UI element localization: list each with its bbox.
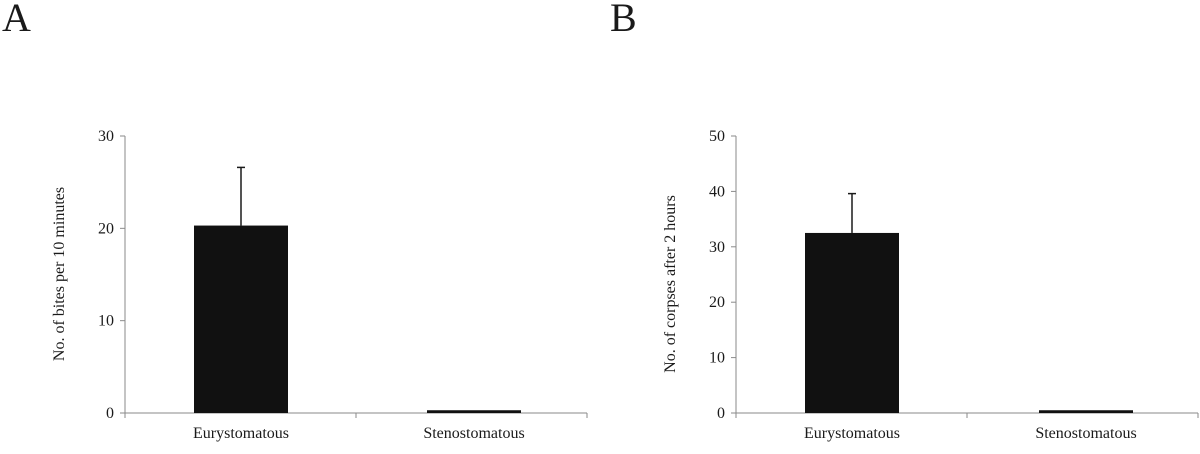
y-axis-label: No. of bites per 10 minutes — [51, 187, 68, 361]
y-tick-label: 50 — [709, 128, 725, 145]
bar-eurystomatous — [805, 232, 899, 413]
y-tick-label: 30 — [709, 239, 725, 256]
bar-stenostomatous — [427, 410, 521, 413]
y-tick-label: 20 — [98, 220, 114, 237]
panel-letter-a: A — [2, 0, 31, 40]
x-category-label: Eurystomatous — [193, 425, 289, 442]
x-category-label: Eurystomatous — [804, 425, 900, 442]
y-axis-label: No. of corpses after 2 hours — [662, 195, 679, 373]
y-tick-label: 10 — [709, 350, 725, 367]
y-tick-label: 0 — [106, 405, 114, 422]
y-tick-label: 10 — [98, 313, 114, 330]
x-category-label: Stenostomatous — [1035, 425, 1136, 442]
bar-eurystomatous — [194, 225, 288, 413]
y-tick-label: 30 — [98, 128, 114, 145]
bar-stenostomatous — [1039, 410, 1133, 413]
chart-panel-a: No. of bites per 10 minutes 0 10 20 30 Eurys… — [51, 128, 588, 442]
y-tick-label: 0 — [717, 405, 725, 422]
x-category-label: Stenostomatous — [423, 425, 524, 442]
y-tick-label: 20 — [709, 294, 725, 311]
y-tick-label: 40 — [709, 183, 725, 200]
chart-panel-b: No. of corpses after 2 hours 0 10 20 30 40 50… — [662, 128, 1199, 442]
panel-letter-b: B — [610, 0, 637, 40]
